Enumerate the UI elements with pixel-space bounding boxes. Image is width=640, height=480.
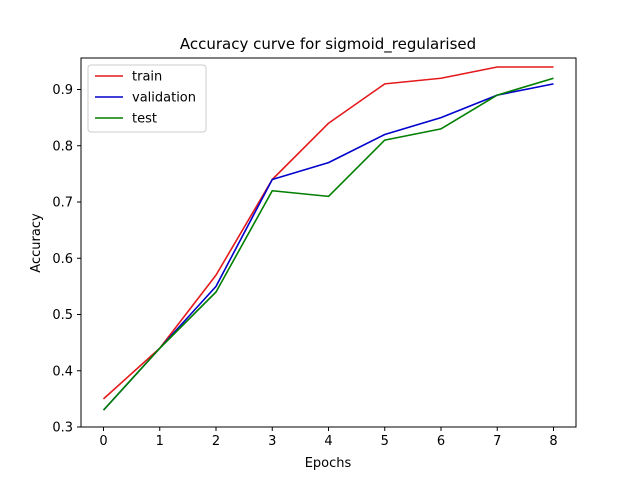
x-tick-label: 7 — [493, 434, 501, 449]
x-tick-label: 6 — [437, 434, 445, 449]
series-line-test — [102, 77, 554, 411]
x-tick-label: 3 — [268, 434, 276, 449]
y-axis-label: Accuracy — [29, 213, 44, 273]
x-tick-label: 2 — [212, 434, 220, 449]
legend-label-test: test — [132, 112, 157, 127]
x-tick-label: 8 — [549, 434, 557, 449]
legend-label-validation: validation — [132, 91, 196, 106]
chart-title: Accuracy curve for sigmoid_regularised — [180, 35, 476, 54]
x-tick-label: 1 — [156, 434, 164, 449]
series-line-validation — [102, 83, 554, 411]
x-tick-label: 5 — [381, 434, 389, 449]
y-tick-label: 0.5 — [52, 308, 73, 323]
series-line-train — [102, 66, 554, 400]
y-tick-label: 0.9 — [52, 83, 73, 98]
legend-label-train: train — [132, 70, 162, 85]
y-tick-label: 0.6 — [52, 252, 73, 267]
y-tick-label: 0.7 — [52, 196, 73, 211]
y-tick-label: 0.3 — [52, 421, 73, 436]
y-tick-label: 0.4 — [52, 364, 73, 379]
x-tick-label: 4 — [324, 434, 332, 449]
legend-box — [87, 64, 207, 133]
x-axis-label: Epochs — [305, 456, 352, 471]
plot-area: 0 1 2 3 4 5 6 7 8 0.3 0.4 0.5 0.6 0.7 0.8 0.9 train valid… — [52, 57, 577, 449]
x-tick-label: 0 — [99, 434, 107, 449]
y-tick-label: 0.8 — [52, 139, 73, 154]
